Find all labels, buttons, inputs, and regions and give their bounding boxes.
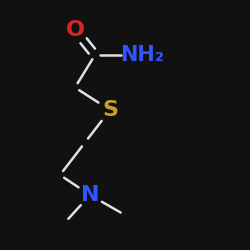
Text: NH₂: NH₂ [120,45,164,65]
Text: S: S [102,100,118,120]
Text: N: N [81,185,99,205]
Text: O: O [66,20,84,40]
